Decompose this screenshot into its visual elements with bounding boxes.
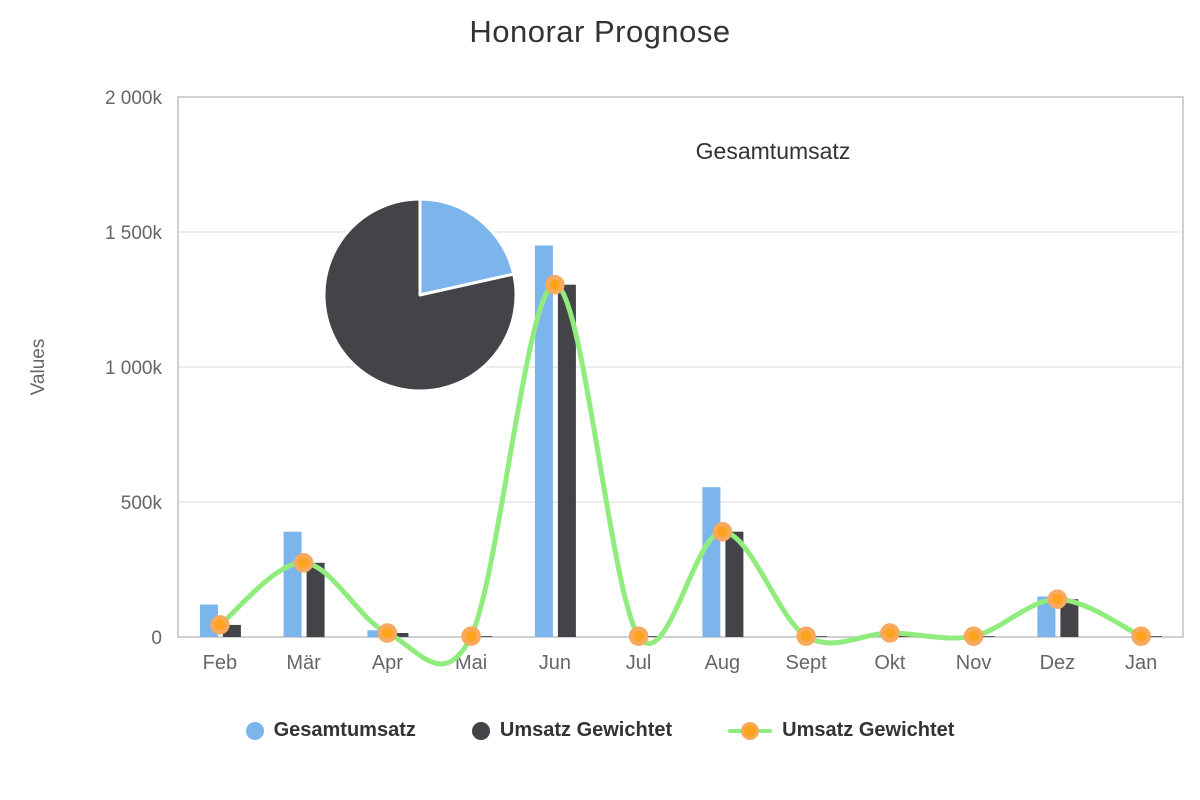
plot-border bbox=[177, 96, 1184, 638]
y-tick-label: 0 bbox=[151, 628, 162, 649]
line-point-marker[interactable] bbox=[377, 623, 398, 643]
y-tick-label: 1 000k bbox=[105, 358, 163, 379]
x-tick-label: Jan bbox=[1125, 652, 1157, 674]
bar-umsatz-gewichtet[interactable] bbox=[1144, 636, 1163, 637]
legend-item-umsatz-gewichtet-line[interactable]: Umsatz Gewichtet bbox=[728, 719, 954, 742]
bar-umsatz-gewichtet[interactable] bbox=[390, 633, 409, 637]
x-tick-label: Mai bbox=[455, 652, 487, 674]
line-point-marker[interactable] bbox=[628, 626, 649, 646]
y-axis-title: Values bbox=[28, 339, 49, 396]
legend-item-gesamtumsatz[interactable]: Gesamtumsatz bbox=[245, 719, 416, 742]
line-point-marker[interactable] bbox=[796, 626, 816, 646]
y-tick-label: 500k bbox=[121, 493, 163, 514]
x-tick-label: Feb bbox=[203, 652, 237, 674]
legend-label-umsatz-gewichtet-line: Umsatz Gewichtet bbox=[782, 719, 955, 741]
bar-gesamtumsatz[interactable] bbox=[1037, 596, 1056, 638]
line-marker-icon bbox=[728, 721, 773, 740]
y-tick-label: 2 000k bbox=[105, 88, 163, 109]
gesamtumsatz-swatch-icon bbox=[245, 721, 264, 740]
bar-umsatz-gewichtet[interactable] bbox=[306, 562, 325, 638]
line-point-marker[interactable] bbox=[963, 626, 984, 646]
umsatz-gewichtet-swatch-icon bbox=[471, 721, 490, 740]
bar-gesamtumsatz[interactable] bbox=[283, 531, 302, 637]
line-point-marker[interactable] bbox=[880, 623, 900, 643]
bar-umsatz-gewichtet[interactable] bbox=[976, 636, 995, 637]
line-point-marker[interactable] bbox=[1047, 589, 1068, 609]
bar-umsatz-gewichtet[interactable] bbox=[725, 531, 744, 637]
x-tick-label: Dez bbox=[1040, 652, 1076, 674]
line-point-marker[interactable] bbox=[210, 615, 230, 635]
bar-gesamtumsatz[interactable] bbox=[367, 630, 386, 638]
legend-item-umsatz-gewichtet-bar[interactable]: Umsatz Gewichtet bbox=[471, 719, 673, 742]
bar-umsatz-gewichtet[interactable] bbox=[474, 636, 493, 637]
chart-legend: Gesamtumsatz Umsatz Gewichtet Umsatz Gew… bbox=[0, 719, 1200, 742]
bar-gesamtumsatz[interactable] bbox=[702, 487, 721, 638]
x-tick-label: Jun bbox=[539, 652, 571, 674]
x-tick-label: Apr bbox=[372, 652, 403, 674]
bar-gesamtumsatz[interactable] bbox=[534, 245, 553, 638]
line-point-marker[interactable] bbox=[1131, 626, 1151, 646]
x-tick-label: Jul bbox=[626, 652, 652, 674]
x-tick-label: Aug bbox=[705, 652, 741, 674]
line-point-marker[interactable] bbox=[712, 521, 733, 542]
y-tick-label: 1 500k bbox=[105, 223, 163, 244]
legend-label-gesamtumsatz: Gesamtumsatz bbox=[273, 719, 416, 741]
legend-dot-icon bbox=[741, 721, 760, 740]
bar-umsatz-gewichtet[interactable] bbox=[809, 636, 828, 637]
x-tick-label: Mär bbox=[286, 652, 321, 674]
bar-umsatz-gewichtet[interactable] bbox=[641, 636, 660, 637]
line-point-marker[interactable] bbox=[461, 626, 481, 646]
line-point-marker[interactable] bbox=[545, 274, 565, 295]
legend-label-umsatz-gewichtet-bar: Umsatz Gewichtet bbox=[499, 719, 673, 741]
pie-slice[interactable] bbox=[418, 197, 516, 297]
chart-title: Honorar Prognose bbox=[469, 14, 731, 49]
x-tick-label: Okt bbox=[874, 652, 906, 674]
line-point-marker[interactable] bbox=[293, 553, 314, 573]
x-tick-label: Nov bbox=[956, 652, 992, 674]
pie-title: Gesamtumsatz bbox=[696, 138, 851, 164]
bar-umsatz-gewichtet[interactable] bbox=[1060, 599, 1079, 637]
pie-slice[interactable] bbox=[322, 197, 518, 393]
bar-umsatz-gewichtet[interactable] bbox=[557, 284, 576, 637]
x-tick-label: Sept bbox=[786, 652, 828, 674]
